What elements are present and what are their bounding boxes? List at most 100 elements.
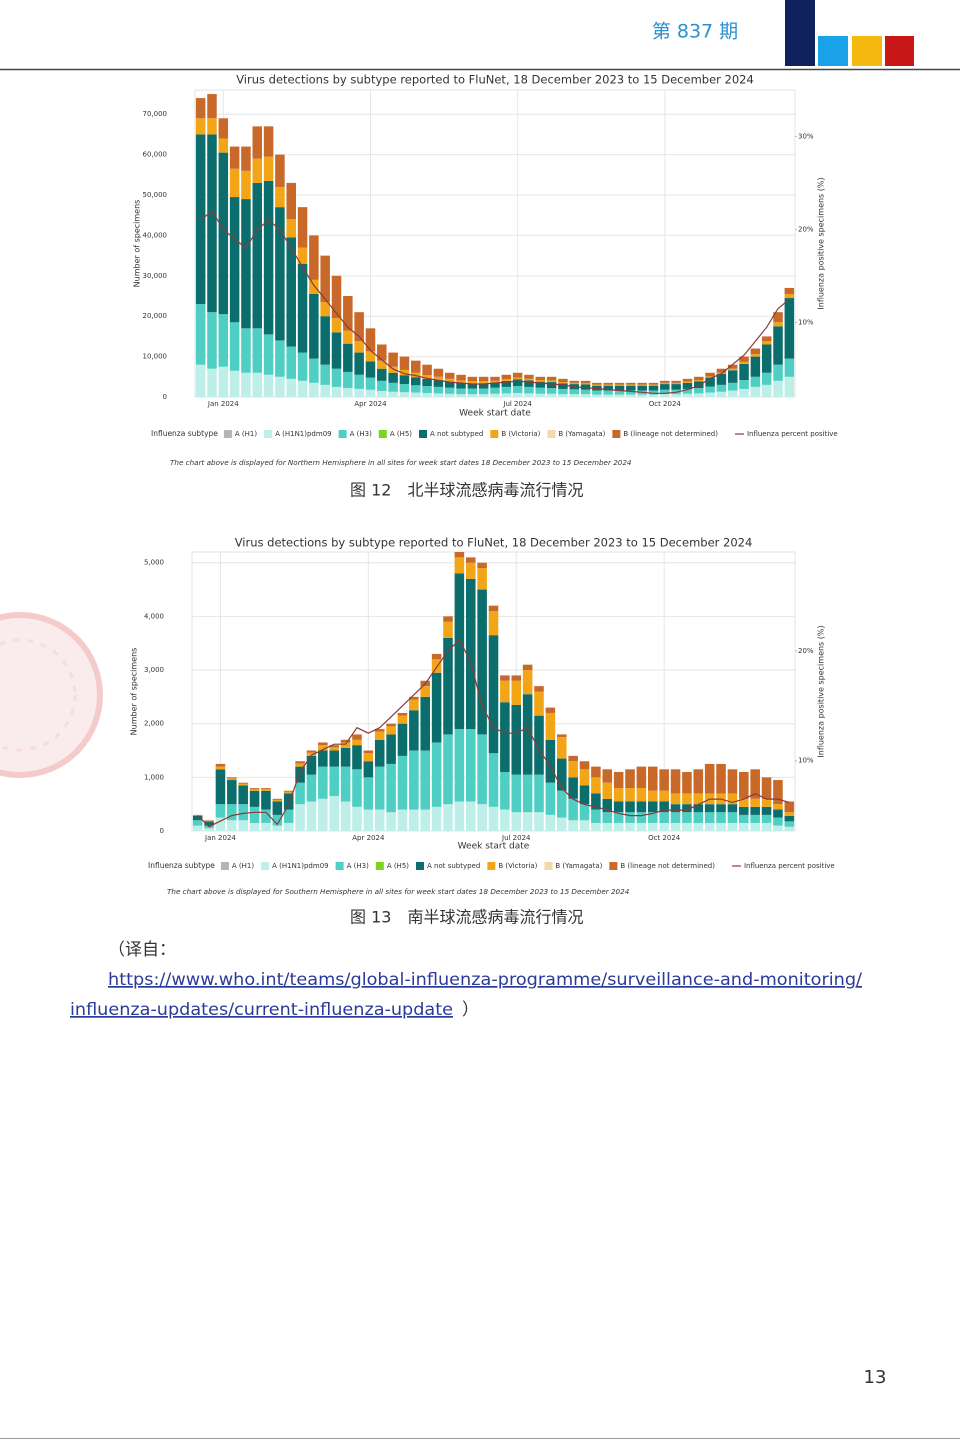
source-closing: ）	[462, 1000, 479, 1020]
bar-segment	[625, 801, 635, 813]
bar-segment	[569, 380, 579, 383]
bar-segment	[682, 812, 692, 823]
legend-swatch	[416, 862, 425, 870]
bar-segment	[388, 382, 398, 392]
bar-segment	[422, 375, 432, 379]
bar-segment	[490, 380, 500, 383]
bar-segment	[477, 589, 487, 735]
legend-label: B (Victoria)	[498, 862, 537, 870]
bar-segment	[467, 383, 478, 389]
bar-segment	[477, 562, 487, 569]
y-tick-label: 50,000	[143, 191, 168, 199]
bar-segment	[500, 680, 510, 703]
bar-segment	[637, 384, 647, 386]
bar-segment	[750, 806, 760, 815]
bar-segment	[286, 346, 296, 379]
bar-segment	[261, 789, 271, 791]
x-tick-label: Apr 2024	[352, 834, 385, 842]
bar-segment	[501, 379, 512, 381]
bar-segment	[648, 766, 658, 791]
source-link[interactable]: influenza-updates/current-influenza-upda…	[70, 1000, 453, 1020]
bar-segment	[625, 812, 635, 823]
bar-segment	[488, 611, 499, 636]
legend-swatch	[261, 862, 270, 870]
bar-segment	[329, 745, 339, 748]
bar-segment	[511, 812, 522, 831]
bar-segment	[660, 389, 670, 395]
bar-segment	[329, 796, 339, 831]
bar-segment	[331, 368, 342, 387]
bar-segment	[433, 368, 444, 377]
bar-segment	[477, 804, 487, 831]
bar-segment	[784, 821, 795, 827]
legend-label: A (H3)	[347, 862, 369, 870]
bar-segment	[227, 780, 237, 805]
bar-segment	[218, 138, 229, 153]
bar-segment	[727, 370, 738, 383]
bar-segment	[637, 382, 647, 385]
bar-segment	[569, 394, 579, 397]
source-link[interactable]: https://www.who.int/teams/global-influen…	[108, 970, 862, 990]
bar-segment	[331, 275, 342, 319]
bar-segment	[283, 793, 294, 810]
bar-segment	[637, 385, 647, 391]
bar-segment	[488, 635, 499, 754]
bar-segment	[431, 742, 442, 807]
bar-segment	[318, 750, 328, 767]
bar-segment	[454, 552, 465, 558]
bar-segment	[409, 710, 419, 751]
y2-tick-label: 20%	[798, 647, 814, 655]
bar-segment	[524, 378, 534, 381]
bar-segment	[556, 790, 567, 818]
bar-segment	[773, 326, 783, 365]
bar-segment	[329, 750, 339, 767]
bar-segment	[318, 766, 328, 799]
bar-segment	[568, 755, 578, 762]
legend-swatch	[547, 430, 556, 438]
bar-segment	[511, 704, 522, 775]
bar-segment	[340, 739, 351, 743]
bar-segment	[693, 804, 704, 813]
bar-segment	[207, 118, 217, 135]
bar-segment	[705, 372, 715, 377]
bar-segment	[636, 766, 647, 789]
bar-segment	[422, 364, 432, 376]
bar-segment	[568, 820, 578, 831]
bar-segment	[500, 771, 510, 810]
bar-segment	[275, 340, 285, 377]
bar-segment	[488, 753, 499, 807]
bar-segment	[591, 809, 601, 823]
bar-segment	[558, 394, 568, 397]
bar-segment	[534, 715, 544, 775]
bar-segment	[420, 696, 431, 751]
bar-segment	[241, 170, 251, 200]
bar-segment	[727, 364, 738, 369]
bar-segment	[456, 382, 466, 389]
bar-segment	[704, 804, 715, 813]
bar-segment	[739, 361, 749, 364]
legend-swatch	[419, 430, 428, 438]
bar-segment	[309, 382, 319, 397]
bar-segment	[456, 394, 466, 397]
bar-segment	[727, 804, 738, 813]
bar-segment	[431, 653, 442, 660]
bar-segment	[420, 809, 431, 831]
bar-segment	[192, 815, 203, 821]
bar-segment	[739, 822, 749, 831]
bar-segment	[522, 694, 533, 775]
bar-segment	[252, 328, 263, 373]
y-tick-label: 5,000	[144, 559, 164, 567]
bar-segment	[501, 380, 512, 387]
bar-segment	[192, 814, 203, 816]
bar-segment	[773, 312, 783, 323]
bar-segment	[467, 394, 478, 397]
bar-segment	[761, 798, 772, 807]
bar-segment	[501, 386, 512, 394]
bar-segment	[761, 806, 772, 815]
y-tick-label: 20,000	[143, 312, 168, 320]
bar-segment	[591, 793, 601, 810]
bar-segment	[215, 766, 226, 770]
bar-segment	[750, 376, 761, 387]
bar-segment	[784, 812, 795, 816]
bar-segment	[340, 766, 351, 802]
